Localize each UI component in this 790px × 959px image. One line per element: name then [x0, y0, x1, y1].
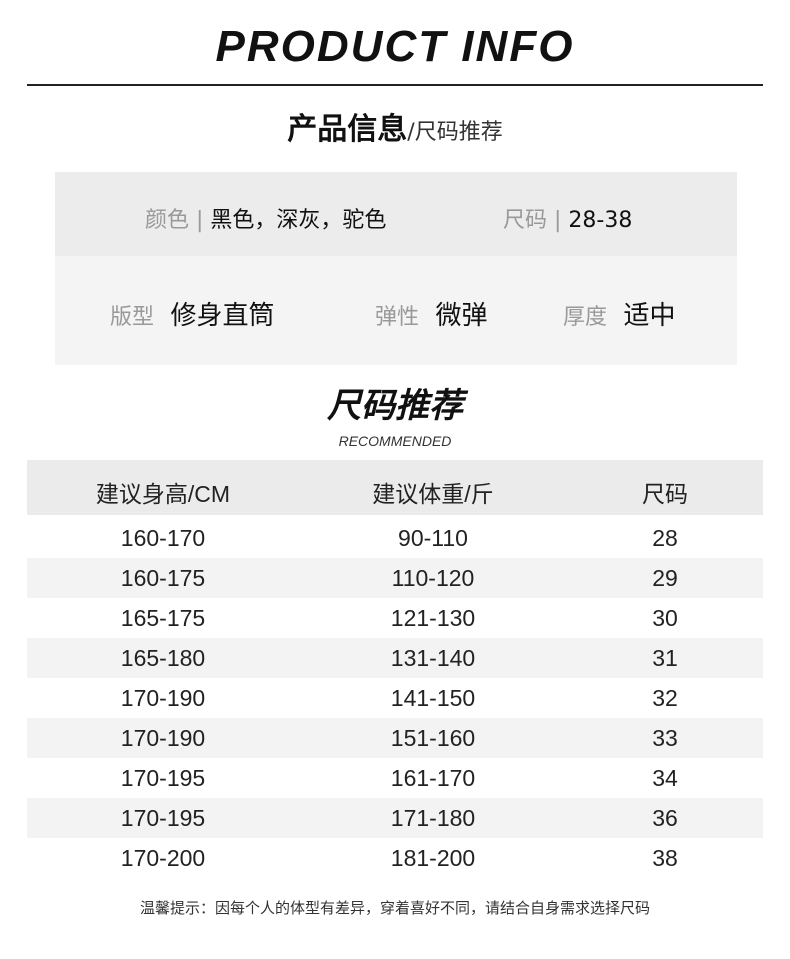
separator: | — [547, 208, 569, 233]
cell-size: 33 — [652, 725, 678, 751]
cell-height: 170-195 — [120, 765, 206, 791]
thickness-attr: 厚度 适中 — [563, 295, 676, 332]
table-row: 170-195 171-180 36 — [27, 798, 763, 838]
fit-attr: 版型 修身直筒 — [110, 295, 275, 332]
info-row-bottom — [55, 256, 737, 365]
section-subtitle: 产品信息/尺码推荐 — [0, 104, 790, 148]
cell-height: 170-190 — [120, 685, 206, 711]
cell-height: 170-190 — [120, 725, 206, 751]
separator: | — [189, 208, 211, 233]
cell-height: 170-200 — [120, 845, 206, 871]
header-height: 建议身高/CM — [95, 481, 231, 507]
info-row-top — [55, 172, 737, 256]
footnote: 温馨提示：因每个人的体型有差异，穿着喜好不同，请结合自身需求选择尺码 — [139, 899, 650, 917]
cell-height: 160-170 — [120, 525, 206, 551]
cell-weight: 141-150 — [390, 685, 476, 711]
table-row: 170-195 161-170 34 — [27, 758, 763, 798]
cell-height: 165-180 — [120, 645, 206, 671]
table-row: 170-190 141-150 32 — [27, 678, 763, 718]
recommend-subtitle: RECOMMENDED — [338, 433, 452, 449]
cell-size: 38 — [652, 845, 678, 871]
cell-size: 32 — [652, 685, 678, 711]
cell-size: 29 — [652, 565, 678, 591]
divider — [27, 84, 763, 86]
cell-weight: 181-200 — [390, 845, 476, 871]
cell-size: 28 — [652, 525, 678, 551]
cell-height: 160-175 — [120, 565, 206, 591]
size-attr: 尺码 | 28-38 — [503, 202, 632, 234]
size-label: 尺码 — [503, 208, 548, 233]
fit-value: 修身直筒 — [170, 301, 275, 331]
header-weight: 建议体重/斤 — [372, 481, 494, 507]
cell-weight: 161-170 — [390, 765, 476, 791]
table-row: 160-170 90-110 28 — [27, 518, 763, 558]
cell-weight: 121-130 — [390, 605, 476, 631]
color-attr: 颜色 | 黑色，深灰，驼色 — [145, 202, 386, 234]
cell-size: 30 — [652, 605, 678, 631]
cell-weight: 90-110 — [398, 525, 468, 551]
cell-weight: 171-180 — [390, 805, 476, 831]
color-label: 颜色 — [145, 208, 190, 233]
cell-size: 36 — [652, 805, 678, 831]
elastic-value: 微弹 — [435, 301, 488, 331]
thickness-label: 厚度 — [563, 305, 608, 330]
cell-size: 34 — [652, 765, 678, 791]
fit-label: 版型 — [110, 305, 155, 330]
cell-weight: 151-160 — [390, 725, 476, 751]
table-row: 165-180 131-140 31 — [27, 638, 763, 678]
elastic-label: 弹性 — [375, 305, 420, 330]
size-value: 28-38 — [568, 208, 633, 233]
cell-weight: 131-140 — [390, 645, 476, 671]
table-row: 165-175 121-130 30 — [27, 598, 763, 638]
page-title: PRODUCT INFO — [215, 22, 575, 71]
cell-height: 165-175 — [120, 605, 206, 631]
table-row: 160-175 110-120 29 — [27, 558, 763, 598]
table-row: 170-190 151-160 33 — [27, 718, 763, 758]
table-row: 170-200 181-200 38 — [27, 838, 763, 878]
table-header: 建议身高/CM 建议体重/斤 尺码 — [27, 460, 763, 515]
subtitle-main: 产品信息 — [287, 112, 408, 147]
header-size: 尺码 — [642, 481, 688, 507]
subtitle-rest: /尺码推荐 — [407, 120, 503, 145]
recommend-title: 尺码推荐 — [327, 386, 463, 426]
thickness-value: 适中 — [623, 301, 676, 331]
cell-weight: 110-120 — [391, 565, 475, 591]
cell-height: 170-195 — [120, 805, 206, 831]
cell-size: 31 — [652, 645, 678, 671]
elastic-attr: 弹性 微弹 — [375, 295, 488, 332]
color-value: 黑色，深灰，驼色 — [210, 208, 387, 233]
